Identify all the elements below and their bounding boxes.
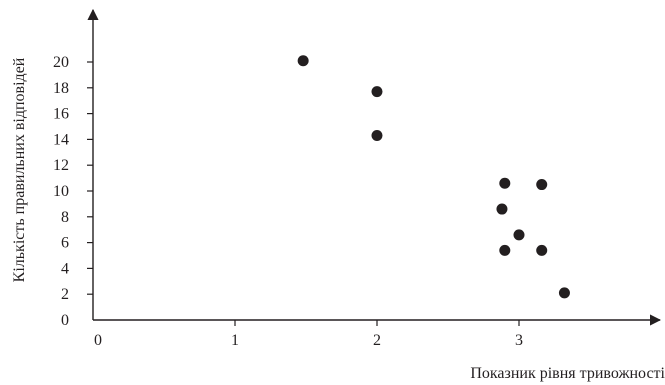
y-tick-label: 20 — [53, 54, 69, 71]
y-tick-label: 4 — [61, 260, 69, 277]
data-point — [558, 287, 570, 299]
y-tick-label: 14 — [53, 131, 69, 148]
y-tick-label: 18 — [53, 80, 69, 97]
data-point — [297, 55, 309, 67]
data-point — [536, 244, 548, 256]
x-ticks: 0 1 2 3 — [94, 320, 523, 349]
data-point — [371, 130, 383, 142]
data-point — [513, 229, 525, 241]
y-tick-label: 0 — [61, 312, 69, 329]
data-point — [499, 244, 511, 256]
x-tick-label: 1 — [231, 332, 239, 349]
y-ticks: 0 2 4 6 8 10 12 14 16 18 20 — [53, 54, 93, 329]
y-tick-label: 2 — [61, 286, 69, 303]
x-tick-label: 3 — [515, 332, 523, 349]
data-points — [297, 55, 570, 299]
data-point — [499, 177, 511, 189]
data-point — [536, 179, 548, 191]
y-axis-label: Кількість правильних відповідей — [11, 57, 28, 282]
y-tick-label: 6 — [61, 235, 69, 252]
y-tick-label: 10 — [53, 183, 69, 200]
data-point — [371, 86, 383, 98]
x-tick-label: 2 — [373, 332, 381, 349]
y-tick-label: 12 — [53, 157, 69, 174]
x-axis-label: Показник рівня тривожності — [470, 365, 665, 382]
x-tick-label: 0 — [94, 332, 102, 349]
y-tick-label: 16 — [53, 106, 69, 123]
data-point — [496, 203, 508, 215]
y-tick-label: 8 — [61, 209, 69, 226]
